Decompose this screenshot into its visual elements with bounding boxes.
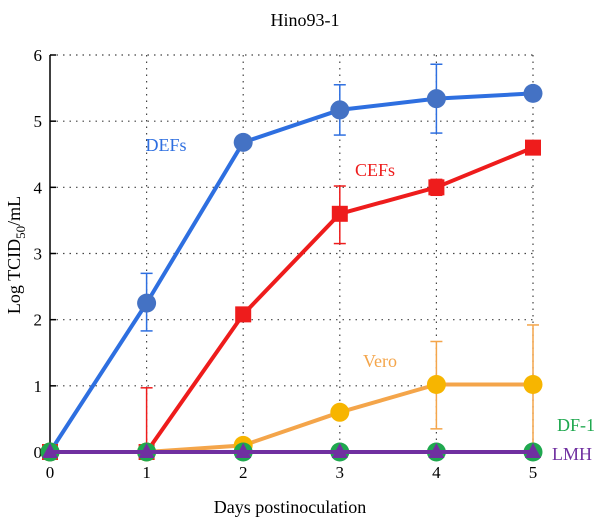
y-tick-label-6: 6 [34, 46, 43, 65]
line-defs [48, 91, 534, 454]
point-defs-1 [137, 293, 157, 313]
point-lmh-0 [42, 443, 58, 458]
point-defs-3 [330, 100, 350, 120]
x-tick-label-0: 0 [46, 463, 55, 482]
point-lmh-3 [331, 443, 348, 458]
point-vero-4 [426, 375, 446, 395]
point-vero-5 [523, 375, 543, 395]
series-label-vero: Vero [363, 351, 397, 371]
series-label-df-1: DF-1 [557, 415, 595, 435]
x-tick-label-4: 4 [432, 463, 441, 482]
x-tick-label-3: 3 [336, 463, 345, 482]
y-tick-label-3: 3 [34, 245, 43, 264]
point-cefs-3 [331, 205, 348, 222]
x-tick-label-5: 5 [529, 463, 538, 482]
point-defs-4 [426, 89, 446, 109]
series-vero [40, 324, 543, 462]
point-lmh-4 [428, 443, 445, 458]
point-defs-2 [233, 132, 253, 152]
y-axis-label-suffix: /mL [4, 196, 24, 226]
ticks: 0 1 2 3 4 5 6 0 1 2 3 4 5 [34, 46, 538, 482]
y-tick-label-5: 5 [34, 112, 43, 131]
point-defs-5 [523, 83, 543, 103]
point-cefs-2 [235, 306, 252, 323]
series-label-lmh: LMH [552, 444, 592, 464]
chart-title: Hino93-1 [271, 10, 340, 30]
x-tick-label-2: 2 [239, 463, 248, 482]
point-lmh-2 [235, 443, 252, 458]
point-cefs-5 [525, 139, 541, 156]
y-tick-label-1: 1 [34, 377, 43, 396]
series-labels: DEFs CEFs Vero DF-1 LMH [145, 135, 595, 464]
point-lmh-1 [138, 443, 155, 458]
point-vero-3 [330, 402, 350, 422]
y-tick-label-4: 4 [34, 178, 43, 197]
series-lmh [42, 443, 541, 458]
line-cefs [50, 145, 534, 454]
y-tick-label-2: 2 [34, 311, 43, 330]
line-vero [50, 382, 533, 454]
y-axis-label-subscript: 50 [13, 226, 28, 239]
point-lmh-5 [525, 443, 541, 458]
grid [50, 54, 534, 452]
x-tick-label-1: 1 [142, 463, 151, 482]
y-axis-label-main: Log TCID [4, 239, 24, 314]
x-axis-label: Days postinoculation [214, 497, 366, 517]
point-cefs-4 [428, 179, 445, 196]
series-label-cefs: CEFs [355, 160, 395, 180]
series-label-defs: DEFs [145, 135, 186, 155]
series [40, 63, 543, 462]
y-tick-label-0: 0 [34, 443, 43, 462]
y-axis-label: Log TCID50/mL [4, 196, 28, 314]
